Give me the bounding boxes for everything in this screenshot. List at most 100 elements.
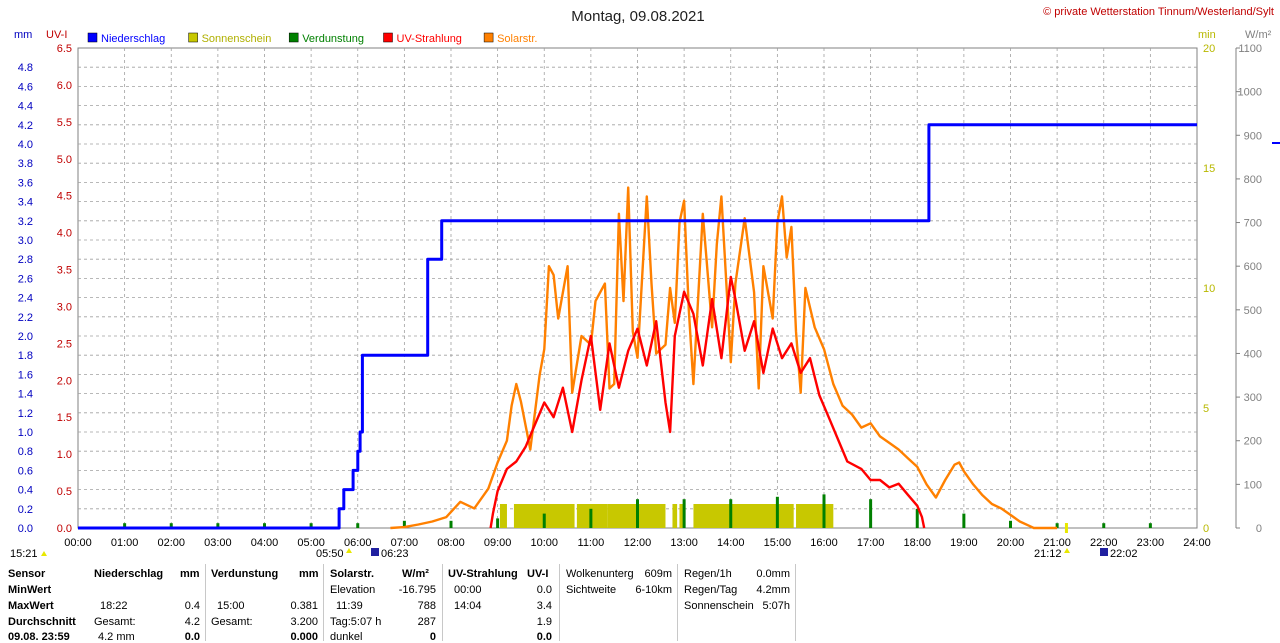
tick-x-13: 13:00: [670, 537, 698, 549]
tick-mm-8: 1.6: [18, 369, 33, 381]
weather-chart: Montag, 09.08.2021 © private Wetterstati…: [10, 6, 1280, 560]
tick-mm-13: 2.6: [18, 273, 33, 285]
wolken-value: 609m: [644, 568, 672, 580]
tick-x-6: 06:00: [344, 537, 372, 549]
tick-mm-2: 0.4: [18, 485, 33, 497]
wolken-label: Wolkenunterg: [566, 568, 634, 580]
sonnenschein-label: Sonnenschein: [684, 600, 754, 612]
sun-annotations: 15:21 05:50 06:23 21:12 22:02: [10, 523, 1138, 560]
legend-label-4: Solarstr.: [497, 33, 537, 45]
solar-elevation-label: Elevation: [330, 584, 376, 596]
tick-x-10: 10:00: [530, 537, 558, 549]
legend-label-3: UV-Strahlung: [397, 33, 462, 45]
solar-header: Solarstr.: [330, 568, 375, 580]
tick-mm-1: 0.2: [18, 504, 33, 516]
sunrise-icon: [371, 548, 379, 556]
legend-swatch-2: [288, 32, 299, 43]
annot-sunset: 21:12: [1034, 548, 1062, 560]
tick-mm-20: 4.0: [18, 139, 33, 151]
uv-min-time: 00:00: [454, 584, 482, 596]
niederschlag-max-time: 18:22: [100, 600, 128, 612]
series-line-niederschlag: [78, 123, 1197, 530]
solar-tag-label: Tag:5:07 h: [330, 616, 382, 628]
row-label-sensor: Sensor: [8, 568, 46, 580]
tick-x-0: 00:00: [64, 537, 92, 549]
tick-uv-6: 3.0: [57, 301, 72, 313]
tick-mm-7: 1.4: [18, 389, 33, 401]
sun-marker-icon: [346, 548, 352, 553]
tick-wm2-7: 700: [1244, 218, 1262, 230]
tick-uv-11: 5.5: [57, 117, 72, 129]
uv-min-value: 0.0: [536, 584, 552, 596]
regen-tag-label: Regen/Tag: [684, 584, 738, 596]
verdunstung-max-time: 15:00: [217, 600, 245, 612]
tick-x-4: 04:00: [251, 537, 279, 549]
series-lines: [78, 123, 1197, 530]
tick-uv-7: 3.5: [57, 265, 72, 277]
tick-mm-3: 0.6: [18, 465, 33, 477]
tick-wm2-10: 1000: [1238, 87, 1262, 99]
stats-regen: Regen/1h 0.0mm Regen/Tag 4.2mm Sonnensch…: [684, 562, 790, 641]
tick-uv-10: 5.0: [57, 154, 72, 166]
tick-wm2-6: 600: [1244, 261, 1262, 273]
annot-sunrise-start: 05:50: [316, 548, 344, 560]
dusk-icon: [1100, 548, 1108, 556]
sun-up-icon: [41, 551, 47, 556]
grid: [77, 47, 1198, 529]
solar-unit: W/m²: [402, 568, 429, 580]
tick-mm-9: 1.8: [18, 350, 33, 362]
tick-mm-16: 3.2: [18, 216, 33, 228]
niederschlag-gesamt-label: Gesamt:: [94, 616, 136, 628]
niederschlag-header: Niederschlag: [94, 568, 164, 580]
uv-max-value: 3.4: [536, 600, 552, 612]
tick-mm-19: 3.8: [18, 158, 33, 170]
tick-uv-2: 1.0: [57, 449, 72, 461]
tick-min-1: 5: [1203, 403, 1209, 415]
copyright-note: © private Wetterstation Tinnum/Westerlan…: [1043, 6, 1274, 18]
regen-1h-label: Regen/1h: [684, 568, 732, 580]
series-line-uvstrahlung: [489, 275, 926, 529]
tick-mm-17: 3.4: [18, 197, 33, 209]
niederschlag-foot-a: 4.2 mm: [98, 631, 135, 643]
solar-max-value: 788: [417, 600, 436, 612]
legend-swatch-4: [483, 32, 494, 43]
tick-mm-0: 0.0: [18, 523, 33, 535]
tick-wm2-8: 800: [1244, 174, 1262, 186]
uv-foot-b: 0.0: [536, 631, 552, 643]
verdunstung-foot-b: 0.000: [290, 631, 318, 643]
niederschlag-unit: mm: [180, 568, 200, 580]
sunshine-bar-4: [672, 504, 678, 528]
tick-min-0: 0: [1203, 523, 1209, 535]
axis-unit-mm: mm: [14, 29, 32, 41]
row-label-durchschnitt: Durchschnitt: [8, 616, 76, 628]
tick-wm2-9: 900: [1244, 130, 1262, 142]
legend-label-1: Sonnenschein: [202, 33, 272, 45]
tick-wm2-1: 100: [1244, 479, 1262, 491]
tick-min-3: 15: [1203, 163, 1215, 175]
row-label-maxwert: MaxWert: [8, 600, 54, 612]
tick-x-19: 19:00: [950, 537, 978, 549]
tick-uv-8: 4.0: [57, 228, 72, 240]
regen-1h-value: 0.0mm: [756, 568, 790, 580]
solar-tag-value: 287: [417, 616, 436, 628]
uv-header: UV-Strahlung: [448, 568, 518, 580]
tick-wm2-3: 300: [1244, 392, 1262, 404]
tick-x-12: 12:00: [624, 537, 652, 549]
verdunstung-max-value: 0.381: [290, 600, 318, 612]
tick-x-21: 21:00: [1043, 537, 1071, 549]
sichtweite-label: Sichtweite: [566, 584, 617, 596]
tick-x-20: 20:00: [997, 537, 1025, 549]
annot-left-time: 15:21: [10, 548, 38, 560]
tick-wm2-2: 200: [1244, 436, 1262, 448]
annot-sunrise: 06:23: [381, 548, 409, 560]
axis-unit-min: min: [1198, 29, 1216, 41]
tick-x-24: 24:00: [1183, 537, 1211, 549]
tick-x-16: 16:00: [810, 537, 838, 549]
sichtweite-value: 6-10km: [635, 584, 672, 596]
tick-uv-4: 2.0: [57, 375, 72, 387]
legend-swatch-3: [383, 32, 393, 43]
solar-elevation-value: -16.795: [398, 584, 436, 596]
solar-dunkel-label: dunkel: [330, 631, 363, 643]
tick-wm2-0: 0: [1256, 523, 1262, 535]
tick-mm-10: 2.0: [18, 331, 33, 343]
